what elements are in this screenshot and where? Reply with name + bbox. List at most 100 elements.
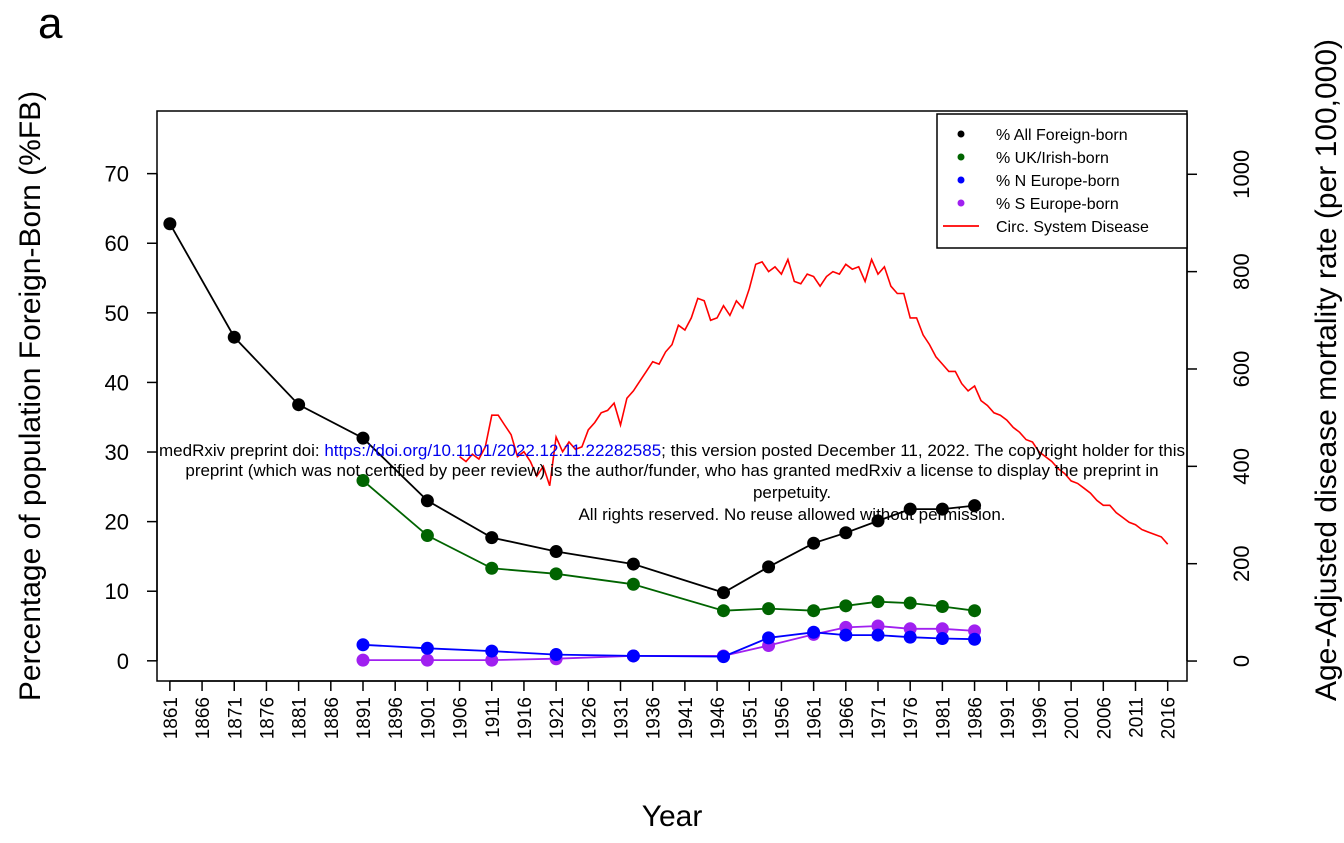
- series-line: [459, 257, 1169, 545]
- data-point: [717, 586, 730, 600]
- data-point: [935, 600, 949, 614]
- x-tick-label: 2016: [1159, 697, 1180, 739]
- data-point: [871, 514, 885, 528]
- x-tick-label: 1916: [515, 697, 536, 739]
- watermark-suffix: ; this version posted December 11, 2022.…: [661, 441, 1185, 460]
- data-point: [807, 536, 821, 550]
- data-point: [871, 595, 885, 609]
- data-point: [626, 577, 640, 591]
- x-tick-label: 1886: [322, 697, 343, 739]
- series-layer: [163, 217, 1169, 667]
- watermark: medRxiv preprint doi: https://doi.org/10…: [159, 441, 1185, 524]
- data-point: [485, 561, 499, 575]
- legend-marker: [957, 130, 965, 138]
- data-point: [420, 641, 434, 655]
- data-point: [717, 650, 730, 664]
- watermark-prefix: medRxiv preprint doi:: [159, 441, 324, 460]
- doi-link[interactable]: https://doi.org/10.1101/2022.12.11.22282…: [324, 441, 661, 460]
- y-left-tick-label: 60: [105, 231, 129, 256]
- x-tick-label: 1961: [805, 697, 826, 739]
- x-tick-label: 1876: [257, 697, 278, 739]
- y-axis-right-label: Age-Adjusted disease mortality rate (per…: [1310, 39, 1343, 701]
- y-left-tick-label: 0: [117, 649, 129, 674]
- x-tick-label: 1956: [772, 697, 793, 739]
- panel-label: a: [38, 0, 63, 48]
- data-point: [762, 631, 776, 645]
- x-axis: 1861 1866 1871 1876 1881 1886 1891 1896 1901 1906…: [161, 680, 1180, 739]
- legend: % All Foreign-born % UK/Irish-born % N Eur…: [936, 113, 1188, 249]
- data-point: [807, 604, 821, 618]
- data-point: [356, 431, 370, 445]
- data-point: [968, 604, 982, 618]
- data-point: [356, 474, 370, 488]
- data-point: [485, 531, 499, 545]
- x-tick-label: 1946: [708, 697, 729, 739]
- data-point: [356, 638, 370, 652]
- x-tick-label: 1981: [933, 697, 954, 739]
- data-point: [717, 604, 730, 618]
- x-tick-label: 1881: [290, 697, 311, 739]
- data-point: [935, 502, 949, 516]
- x-axis-label: Year: [642, 800, 703, 833]
- data-point: [549, 545, 563, 559]
- y-left-tick-label: 70: [105, 162, 129, 187]
- x-tick-label: 1941: [676, 697, 697, 739]
- data-point: [420, 494, 434, 508]
- series-line: [362, 479, 975, 612]
- legend-marker: [957, 176, 965, 184]
- series-uk-irish-born: [356, 474, 982, 618]
- x-tick-label: 1871: [225, 697, 246, 739]
- data-point: [549, 567, 563, 581]
- data-point: [968, 499, 982, 513]
- x-tick-label: 1866: [193, 697, 214, 739]
- data-point: [903, 596, 917, 610]
- y-left-tick-label: 40: [105, 370, 129, 395]
- data-point: [839, 599, 853, 613]
- x-tick-label: 1936: [644, 697, 665, 739]
- data-point: [968, 632, 982, 646]
- x-tick-label: 1996: [1030, 697, 1051, 739]
- series-n-europe-born: [356, 625, 982, 664]
- data-point: [935, 632, 949, 646]
- y-right-tick-label: 800: [1229, 253, 1254, 290]
- x-tick-label: 1926: [579, 697, 600, 739]
- watermark-line-4: All rights reserved. No reuse allowed wi…: [578, 505, 1005, 524]
- data-point: [871, 619, 885, 633]
- data-point: [626, 649, 640, 663]
- y-left-tick-label: 10: [105, 579, 129, 604]
- x-tick-label: 1951: [740, 697, 761, 739]
- data-point: [549, 648, 563, 662]
- legend-marker: [957, 153, 965, 161]
- legend-label: % S Europe-born: [996, 196, 1119, 213]
- x-tick-label: 1986: [966, 697, 987, 739]
- x-tick-label: 1911: [483, 697, 504, 738]
- y-axis-left-label: Percentage of population Foreign-Born (%…: [14, 91, 47, 701]
- x-tick-label: 2001: [1062, 697, 1083, 739]
- series-line: [169, 223, 975, 594]
- y-right-tick-label: 1000: [1229, 150, 1254, 199]
- legend-label: % All Foreign-born: [996, 127, 1128, 144]
- y-right-tick-label: 600: [1229, 351, 1254, 388]
- y-axis-right: 0 200 400 600 800 1000: [1186, 150, 1254, 667]
- data-point: [839, 526, 853, 540]
- data-point: [935, 622, 949, 636]
- x-tick-label: 1966: [837, 697, 858, 739]
- data-point: [903, 630, 917, 644]
- legend-label: % N Europe-born: [996, 173, 1120, 190]
- series-s-europe-born: [356, 619, 982, 667]
- x-tick-label: 1931: [612, 697, 633, 739]
- data-point: [227, 330, 241, 344]
- data-point: [420, 653, 434, 667]
- x-tick-label: 1891: [354, 697, 375, 739]
- x-tick-label: 2006: [1094, 697, 1115, 739]
- series-circ-system-disease: [459, 257, 1169, 545]
- x-tick-label: 1921: [547, 697, 568, 739]
- data-point: [485, 653, 499, 667]
- legend-label: % UK/Irish-born: [996, 150, 1109, 167]
- x-tick-label: 1896: [386, 697, 407, 739]
- data-point: [903, 502, 917, 516]
- y-left-tick-label: 30: [105, 440, 129, 465]
- watermark-line-1: medRxiv preprint doi: https://doi.org/10…: [159, 441, 1185, 460]
- series-all-foreign-born: [163, 217, 982, 600]
